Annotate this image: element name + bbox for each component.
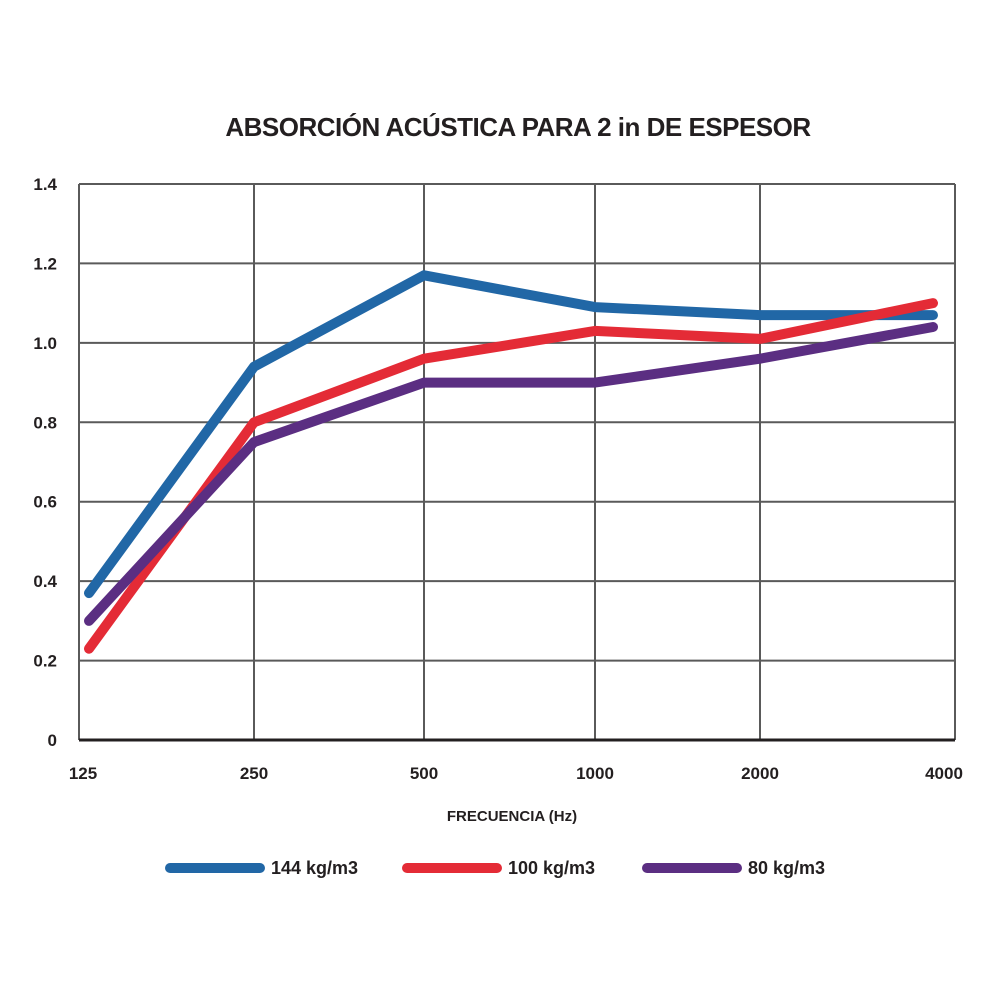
legend-swatch [165,863,265,873]
x-tick-label: 2000 [741,764,779,783]
data-point [423,358,425,360]
data-point [88,620,90,622]
legend-item: 100 kg/m3 [402,852,595,884]
series-line-2 [84,322,938,626]
line-chart: 0 0.2 0.4 0.6 0.8 1.0 1.2 1.4 125 250 500 1000 2000 4… [33,175,963,783]
legend: 144 kg/m3 100 kg/m3 80 kg/m3 [0,852,1000,892]
legend-label: 100 kg/m3 [508,857,596,878]
y-tick-label: 0.2 [33,652,57,671]
legend-item: 80 kg/m3 [642,852,825,884]
legend-item: 144 kg/m3 [165,852,358,884]
y-tick-label: 0 [48,731,57,750]
data-point [932,314,934,316]
x-axis-label: FRECUENCIA (Hz) [446,808,578,825]
data-point [759,314,761,316]
y-tick-label: 0.8 [33,413,57,432]
data-point [253,441,255,443]
legend-swatch [402,863,502,873]
y-tick-label: 0.6 [33,493,57,512]
legend-label: 80 kg/m3 [748,857,826,878]
tick-labels: 0 0.2 0.4 0.6 0.8 1.0 1.2 1.4 125 250 500 1000 2000 4… [33,175,963,783]
data-point [594,306,596,308]
chart-title: ABSORCIÓN ACÚSTICA PARA 2 in DE ESPESOR [225,112,811,142]
series-line-1 [84,298,938,654]
data-point [423,382,425,384]
data-point [759,338,761,340]
data-point [594,330,596,332]
x-tick-label: 500 [410,764,438,783]
data-point [932,302,934,304]
legend-label: 144 kg/m3 [271,857,359,878]
grid [78,183,956,742]
data-point [932,326,934,328]
series-lines [84,270,938,654]
y-tick-label: 1.0 [33,334,57,353]
x-tick-label: 250 [240,764,268,783]
data-point [88,648,90,650]
x-tick-label: 125 [69,764,97,783]
data-point [594,382,596,384]
data-point [88,592,90,594]
x-tick-label: 4000 [925,764,963,783]
data-point [253,421,255,423]
data-point [253,366,255,368]
x-tick-label: 1000 [576,764,614,783]
legend-swatch [642,863,742,873]
y-tick-label: 1.2 [33,254,57,273]
data-point [423,274,425,276]
y-tick-label: 0.4 [33,572,57,591]
series-line-0 [84,270,938,599]
data-point [759,358,761,360]
y-tick-label: 1.4 [33,175,57,194]
